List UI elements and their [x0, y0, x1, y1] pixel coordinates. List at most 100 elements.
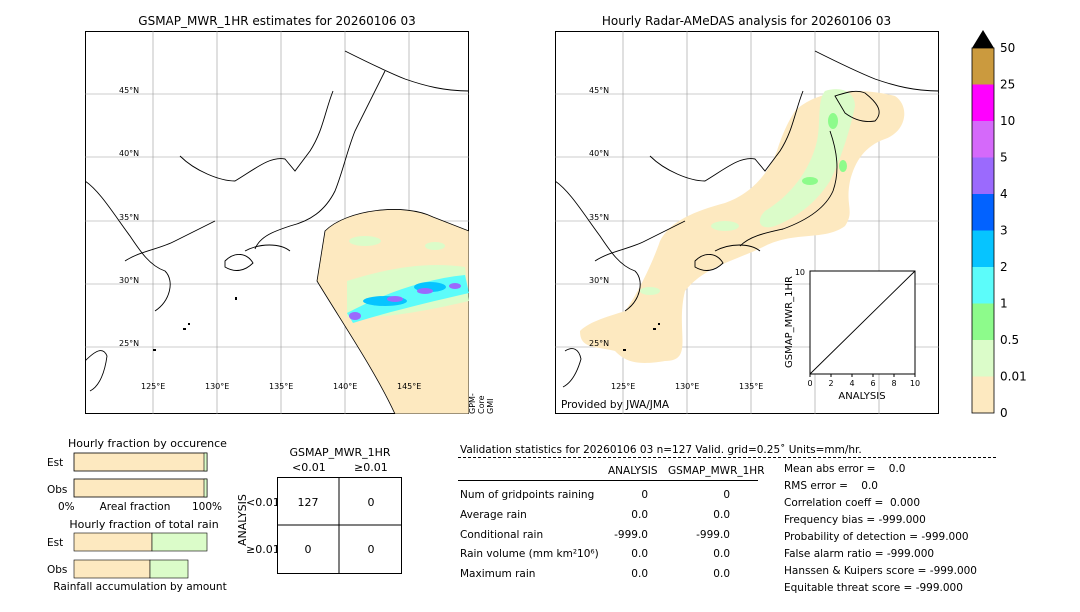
col-analysis: ANALYSIS: [608, 465, 658, 477]
total-rain-chart: Est Obs Rainfall accumulation by amount: [47, 532, 227, 593]
colorbar-tick-label: 0.01: [1000, 370, 1027, 384]
colorbar: 0 0.01 0.5 1 2 3 4 5 10 25 50: [971, 30, 1027, 420]
score-line: Equitable threat score = -999.000: [784, 582, 963, 594]
stat-gsmap: 0: [723, 489, 730, 501]
contingency-row-ge: ≥0.01: [246, 543, 280, 556]
left-lon-label: 140°E: [333, 382, 357, 391]
stat-analysis: 0.0: [631, 568, 648, 580]
validation-divider: [458, 457, 996, 458]
left-lat-label: 45°N: [119, 86, 139, 95]
colorbar-segment: [972, 340, 994, 377]
cell-0-1: 0: [368, 496, 375, 509]
colorbar-segment: [972, 303, 994, 340]
left-lat-label: 35°N: [119, 213, 139, 222]
score-line: RMS error = 0.0: [784, 480, 878, 492]
right-lat-label: 35°N: [589, 213, 609, 222]
inset-x-tick: 8: [891, 379, 896, 388]
contingency-col-lt: <0.01: [292, 461, 326, 474]
contingency-col-ge: ≥0.01: [354, 461, 388, 474]
left-lat-label: 30°N: [119, 276, 139, 285]
left-lat-label: 25°N: [119, 339, 139, 348]
stat-gsmap: 0.0: [713, 509, 730, 521]
right-lon-label: 130°E: [675, 382, 699, 391]
score-line: False alarm ratio = -999.000: [784, 548, 935, 560]
left-lon-label: 130°E: [205, 382, 229, 391]
stat-analysis: 0: [641, 489, 648, 501]
left-lon-label: 135°E: [269, 382, 293, 391]
colorbar-segment: [972, 157, 994, 194]
cell-1-0: 0: [305, 543, 312, 556]
right-lat-label: 40°N: [589, 149, 609, 158]
colorbar-segment: [972, 48, 994, 85]
rain-row-obs: Obs: [47, 564, 67, 576]
inset-x-tick: 4: [849, 379, 854, 388]
left-map-title: GSMAP_MWR_1HR estimates for 20260106 03: [138, 14, 416, 28]
colorbar-segment: [972, 121, 994, 158]
colorbar-tick-label: 4: [1000, 187, 1008, 201]
cell-1-1: 0: [368, 543, 375, 556]
stat-gsmap: 0.0: [713, 548, 730, 560]
occ-row-est: Est: [47, 457, 63, 469]
occ-axis-right: 100%: [192, 501, 222, 513]
validation-header: Validation statistics for 20260106 03 n=…: [460, 444, 862, 456]
inset-x-tick: 6: [870, 379, 875, 388]
colorbar-tick-label: 25: [1000, 78, 1015, 92]
inset-x-tick: 2: [828, 379, 833, 388]
colorbar-segment: [972, 84, 994, 121]
stat-analysis: -999.0: [614, 529, 648, 541]
contingency-title: GSMAP_MWR_1HR: [289, 446, 391, 459]
colorbar-tick-label: 5: [1000, 151, 1008, 165]
total-rain-title: Hourly fraction of total rain: [69, 518, 219, 531]
occ-axis-left: 0%: [58, 501, 75, 513]
colorbar-tick-label: 10: [1000, 114, 1015, 128]
colorbar-tick-label: 3: [1000, 224, 1008, 238]
colorbar-segment: [972, 230, 994, 267]
colorbar-segment: [972, 194, 994, 231]
occurrence-chart: Est Obs 0% Areal fraction 100%: [47, 452, 222, 513]
inset-x-tick: 10: [910, 379, 920, 388]
colorbar-tick-label: 1: [1000, 297, 1008, 311]
right-lon-label: 135°E: [739, 382, 763, 391]
right-lat-label: 45°N: [589, 86, 609, 95]
stat-gsmap: -999.0: [696, 529, 730, 541]
colorbar-tick-label: 50: [1000, 41, 1015, 55]
colorbar-extend-arrow: [972, 30, 994, 48]
sensor-note: GPM-Core GMI: [468, 393, 495, 414]
inset-scatter: 10 ANALYSIS GSMAP_MWR_1HR 0 2 4 6 8 10: [784, 268, 920, 402]
left-map: 45°N 40°N 35°N 30°N 25°N 125°E 130°E 135…: [85, 31, 469, 414]
colorbar-tick-label: 0.5: [1000, 333, 1019, 347]
score-line: Hanssen & Kuipers score = -999.000: [784, 565, 977, 577]
cell-0-0: 127: [298, 496, 319, 509]
inset-top-tick: 10: [795, 268, 805, 277]
stat-gsmap: 0.0: [713, 568, 730, 580]
stat-analysis: 0.0: [631, 548, 648, 560]
right-lat-label: 25°N: [589, 339, 609, 348]
score-line: Probability of detection = -999.000: [784, 531, 969, 543]
left-lon-label: 145°E: [397, 382, 421, 391]
inset-ylabel: GSMAP_MWR_1HR: [784, 276, 795, 368]
score-line: Mean abs error = 0.0: [784, 463, 906, 475]
inset-xlabel: ANALYSIS: [838, 391, 885, 402]
stat-label: Maximum rain: [460, 568, 536, 580]
right-lon-label: 125°E: [611, 382, 635, 391]
stat-label: Num of gridpoints raining: [460, 489, 595, 501]
contingency-row-lt: <0.01: [246, 496, 280, 509]
left-lon-label: 125°E: [141, 382, 165, 391]
stat-analysis: 0.0: [631, 509, 648, 521]
right-map-title: Hourly Radar-AMeDAS analysis for 2026010…: [601, 14, 892, 28]
occ-row-obs: Obs: [47, 484, 67, 496]
credit-text: Provided by JWA/JMA: [561, 399, 670, 411]
colorbar-segment: [972, 376, 994, 413]
score-line: Frequency bias = -999.000: [784, 514, 926, 526]
colorbar-tick-label: 0: [1000, 406, 1008, 420]
col-gsmap: GSMAP_MWR_1HR: [668, 465, 765, 477]
contingency-grid: 127 0 0 0: [277, 477, 402, 574]
right-lat-label: 30°N: [589, 276, 609, 285]
stat-label: Rain volume (mm km²10⁶): [460, 548, 599, 560]
stat-label: Conditional rain: [460, 529, 544, 541]
colorbar-segment: [972, 267, 994, 304]
occ-axis-mid: Areal fraction: [100, 501, 171, 513]
stat-label: Average rain: [460, 509, 527, 521]
colorbar-tick-label: 2: [1000, 260, 1008, 274]
rain-footer: Rainfall accumulation by amount: [53, 581, 226, 593]
